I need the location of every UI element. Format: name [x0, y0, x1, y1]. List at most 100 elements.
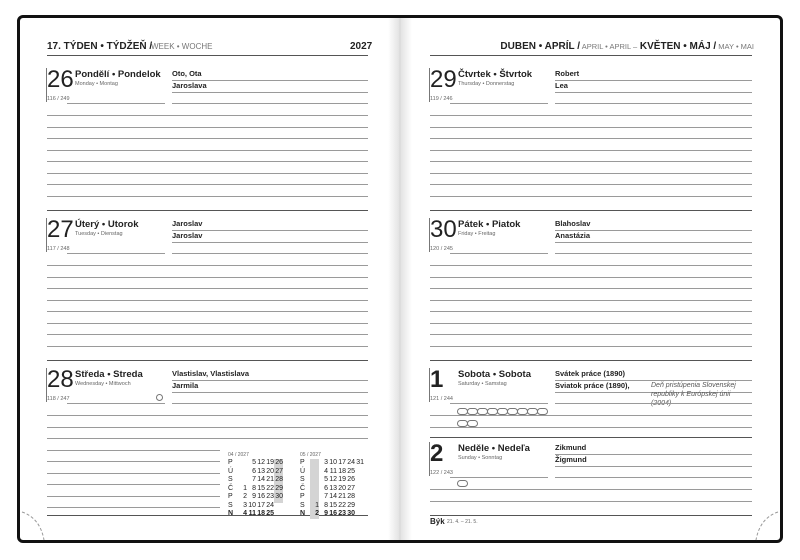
calendar-date: 21 [338, 493, 346, 500]
calendar-date: 26 [347, 476, 355, 483]
calendar-date: 17 [338, 459, 346, 466]
symbol-icon [467, 420, 478, 427]
calendar-date: 9 [324, 510, 328, 517]
calendar-date: 11 [329, 467, 337, 475]
calendar-weekday: Č [228, 484, 234, 492]
rule-line [430, 345, 752, 347]
day-name: Neděle • Nedeľa [458, 443, 530, 454]
calendar-date: 5 [324, 476, 328, 483]
day-count: 121 / 244 [430, 396, 453, 402]
rule-line [47, 126, 368, 128]
calendar-label: 05 / 2027 [300, 452, 321, 458]
day-number: 27 [47, 216, 74, 243]
calendar-date: 23 [338, 510, 346, 517]
calendar-date: 19 [338, 476, 346, 483]
calendar-weekday: Ú [300, 467, 306, 475]
calendar-date: 10 [329, 459, 337, 466]
rule-line [172, 230, 368, 231]
rule-line [430, 138, 752, 139]
rule-line [555, 403, 752, 404]
calendar-date: 20 [338, 484, 346, 492]
calendar-date: 14 [257, 476, 265, 483]
name-day: Robert [555, 69, 580, 78]
rule-line [47, 265, 368, 266]
day-separator [47, 515, 368, 516]
calendar-date: 12 [329, 476, 337, 483]
tick [429, 368, 430, 402]
rule-line [172, 253, 368, 254]
rule-line [430, 184, 752, 185]
rule-line [555, 454, 752, 455]
tick [429, 218, 430, 252]
day-name: Čtvrtek • Štvrtok [458, 69, 533, 80]
calendar-weekday: S [228, 476, 233, 483]
calendar-date: 31 [356, 459, 364, 466]
calendar-date: 26 [275, 459, 283, 466]
rule-line [430, 288, 752, 289]
week-title-alt: WEEK • WOCHE [151, 42, 213, 51]
calendar-date: 25 [347, 467, 355, 475]
rule-line [172, 103, 368, 104]
tick [46, 218, 47, 252]
rule-line [430, 115, 752, 116]
rule-line [47, 299, 368, 301]
name-day: Jaroslava [172, 81, 207, 90]
rule-line [172, 92, 368, 93]
month-part: MAY • MAI [716, 42, 754, 51]
rule-line [47, 149, 368, 151]
calendar-weekday: P [300, 459, 305, 466]
tick [46, 368, 47, 402]
calendar-date: 18 [257, 510, 265, 517]
calendar-label: 04 / 2027 [228, 452, 249, 458]
rule-line [555, 466, 752, 467]
rule-line [47, 195, 368, 197]
rule-line [555, 103, 752, 104]
rule-line [47, 461, 220, 462]
day-separator [430, 360, 752, 361]
zodiac-sign: Býk [430, 517, 445, 526]
rule-line [47, 288, 368, 289]
calendar-date: 7 [252, 476, 256, 483]
rule-line [430, 299, 752, 301]
rule-line [450, 477, 548, 478]
name-day: Jarmila [172, 381, 199, 390]
name-day: Blahoslav [555, 219, 591, 228]
rule-line [555, 230, 752, 231]
rule-line [47, 507, 220, 508]
calendar-date: 19 [266, 459, 274, 466]
name-day: Svátek práce (1890) [555, 369, 626, 378]
day-name-alt: Friday • Freitag [458, 231, 496, 237]
calendar-date: 10 [248, 501, 256, 509]
calendar-date: 5 [252, 459, 256, 466]
rule-line [430, 172, 752, 174]
calendar-date: 30 [347, 510, 355, 517]
rule-line [47, 484, 220, 485]
calendar-date: 13 [329, 484, 337, 492]
calendar-date: 6 [252, 467, 256, 475]
tick [429, 68, 430, 102]
calendar-date: 7 [324, 493, 328, 500]
calendar-date: 3 [324, 459, 328, 466]
calendar-weekday: P [300, 493, 305, 500]
rule-line [47, 138, 368, 139]
name-day: Oto, Ota [172, 69, 202, 78]
tick [46, 68, 47, 102]
day-number: 26 [47, 66, 74, 93]
calendar-weekday: S [228, 501, 233, 509]
rule-line [555, 380, 752, 381]
rule-line [555, 242, 752, 243]
header-line [430, 55, 752, 56]
corner-left [21, 511, 45, 541]
calendar-date: 14 [329, 493, 337, 500]
rule-line [430, 334, 752, 335]
rule-line [172, 380, 368, 381]
corner-right [755, 511, 779, 541]
name-day: Anastázia [555, 231, 591, 240]
calendar-date: 21 [266, 476, 274, 483]
calendar-date: 1 [243, 484, 247, 492]
calendar-date: 27 [275, 467, 283, 475]
rule-line [47, 172, 368, 174]
calendar-date: 16 [257, 493, 265, 500]
